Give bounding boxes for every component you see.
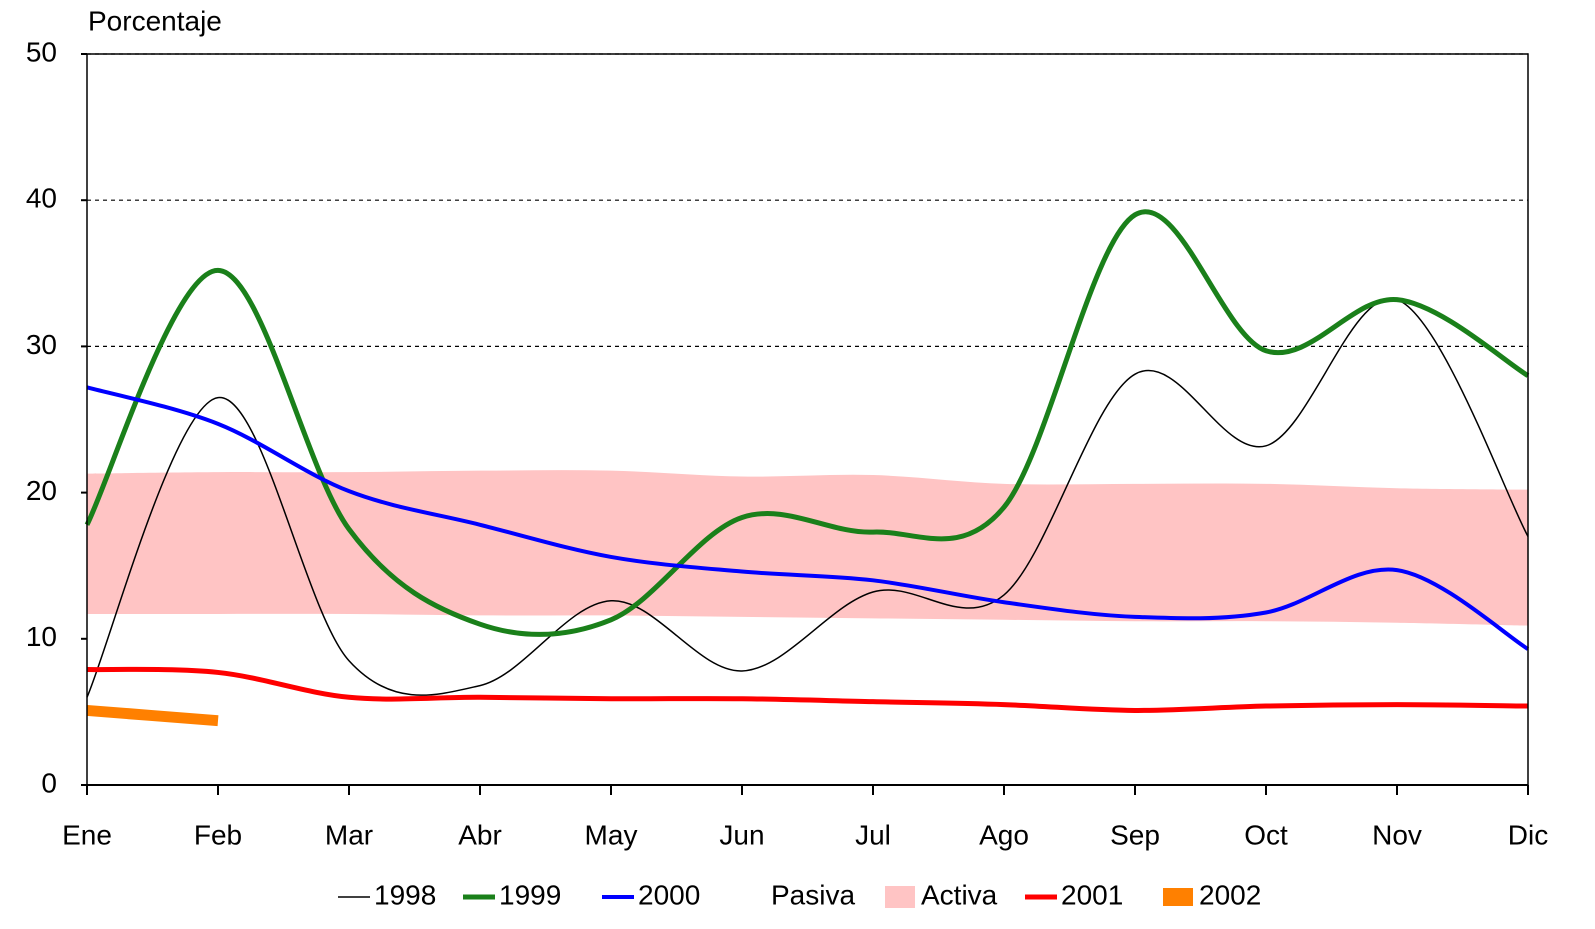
x-tick-label: Ago [979,819,1029,850]
legend-label: 1998 [374,879,436,910]
legend-swatch [885,886,915,908]
x-tick-label: Sep [1110,819,1160,850]
line [84,209,1530,637]
y-tick-label: 50 [26,36,57,67]
legend-label: 2002 [1199,879,1261,910]
x-tick-label: Jun [719,819,764,850]
x-tick-label: Dic [1508,819,1548,850]
line [86,385,1530,651]
legend-label: 1999 [499,879,561,910]
y-tick-label: 30 [26,329,57,360]
x-tick-label: Ene [62,819,112,850]
y-axis-label: Porcentaje [88,5,222,36]
x-tick-label: Feb [194,819,242,850]
x-tick-label: Nov [1372,819,1422,850]
legend-swatch [1163,888,1193,906]
line [86,704,219,727]
legend-label: 2000 [638,879,700,910]
x-tick-label: Mar [325,819,373,850]
x-tick-label: Oct [1244,819,1288,850]
line [86,666,1529,713]
y-tick-label: 40 [26,183,57,214]
y-tick-label: 0 [41,767,57,798]
x-tick-label: May [585,819,638,850]
legend-label: Pasiva [771,879,855,910]
x-tick-label: Jul [855,819,891,850]
x-tick-label: Abr [458,819,502,850]
legend-label: 2001 [1061,879,1123,910]
y-tick-label: 20 [26,475,57,506]
y-tick-label: 10 [26,621,57,652]
legend-swatch [735,886,765,908]
line [86,297,1529,698]
legend-label: Activa [921,879,998,910]
